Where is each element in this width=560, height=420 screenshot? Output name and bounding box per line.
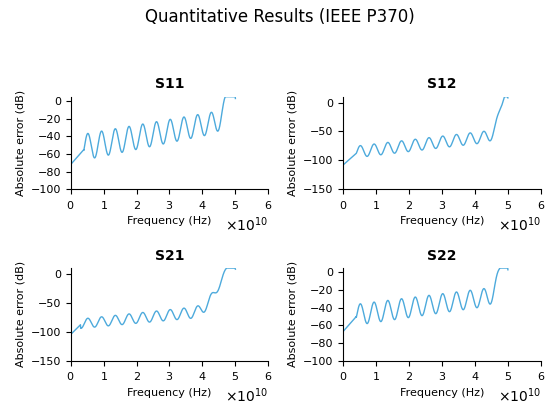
Y-axis label: Absolute error (dB): Absolute error (dB)	[287, 90, 297, 196]
Text: Quantitative Results (IEEE P370): Quantitative Results (IEEE P370)	[145, 8, 415, 26]
X-axis label: Frequency (Hz): Frequency (Hz)	[127, 388, 212, 398]
Title: S11: S11	[155, 77, 184, 92]
Title: S21: S21	[155, 249, 184, 262]
Title: S22: S22	[427, 249, 457, 262]
Y-axis label: Absolute error (dB): Absolute error (dB)	[15, 261, 25, 368]
X-axis label: Frequency (Hz): Frequency (Hz)	[400, 216, 484, 226]
Title: S12: S12	[427, 77, 457, 92]
Y-axis label: Absolute error (dB): Absolute error (dB)	[15, 90, 25, 196]
X-axis label: Frequency (Hz): Frequency (Hz)	[400, 388, 484, 398]
Y-axis label: Absolute error (dB): Absolute error (dB)	[287, 261, 297, 368]
X-axis label: Frequency (Hz): Frequency (Hz)	[127, 216, 212, 226]
